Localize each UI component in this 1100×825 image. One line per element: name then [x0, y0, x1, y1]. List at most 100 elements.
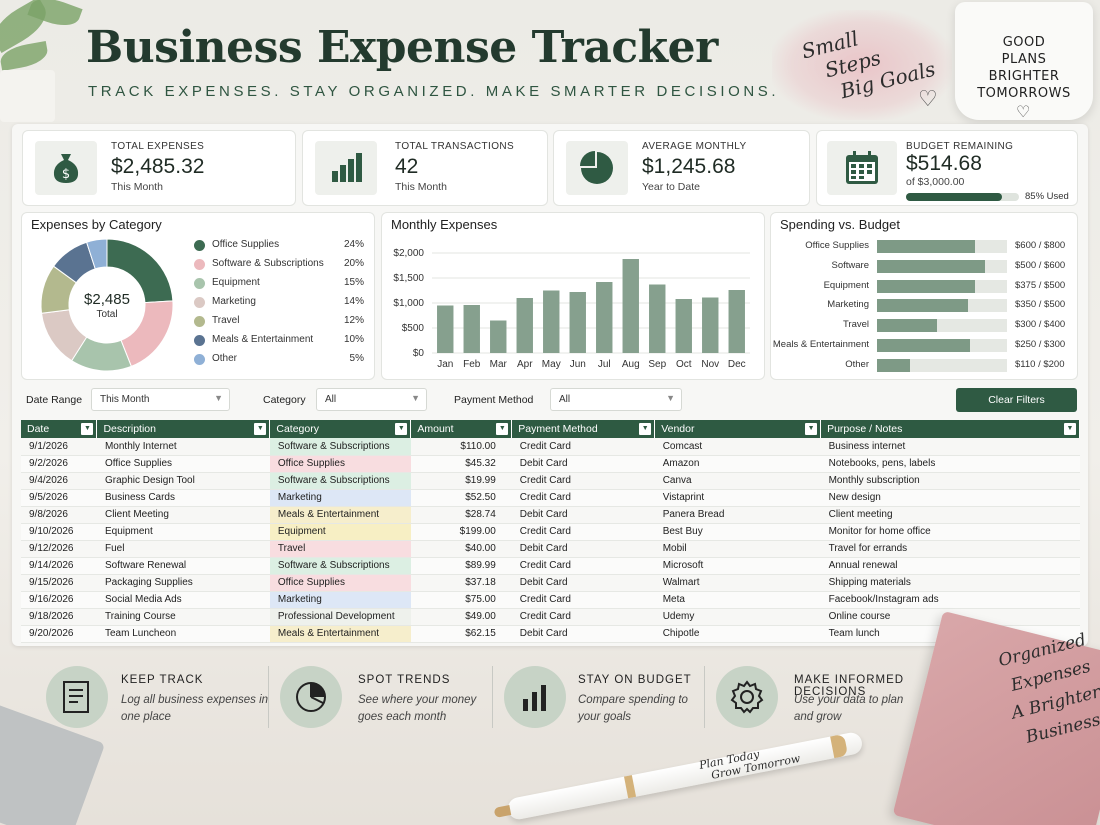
table-cell: Chipotle	[654, 625, 821, 643]
x-tick-label: Oct	[676, 359, 692, 370]
y-tick-label: $1,500	[393, 273, 424, 284]
column-header[interactable]: Purpose / Notes ▼	[820, 420, 1080, 438]
table-row[interactable]: 9/8/2026 Client Meeting Meals & Entertainm…	[21, 506, 1080, 524]
table-row[interactable]: 9/14/2026 Software Renewal Software & Subs…	[21, 557, 1080, 575]
legend-percent: 20%	[343, 258, 364, 269]
table-cell: Annual renewal	[820, 557, 1080, 575]
table-cell: $45.32	[410, 455, 512, 473]
budget-row-value: $375 / $500	[1015, 279, 1066, 291]
table-row[interactable]: 9/15/2026 Packaging Supplies Office Suppli…	[21, 574, 1080, 592]
monthly-expenses-card: Monthly Expenses $0 $500 $1,000 $1,500 $2,00…	[381, 212, 765, 380]
kpi-label: AVERAGE MONTHLY	[642, 141, 747, 152]
budget-row: Other $110 / $200	[771, 356, 1089, 376]
table-cell: 9/8/2026	[21, 506, 97, 524]
budget-row: Travel $300 / $400	[771, 316, 1089, 336]
table-cell: Meals & Entertainment	[269, 506, 411, 524]
table-cell: Debit Card	[511, 574, 655, 592]
category-filter-select[interactable]: All ▼	[316, 388, 427, 411]
budget-progress-track	[906, 193, 1019, 201]
table-cell: Marketing	[269, 591, 411, 609]
feature-divider	[268, 666, 269, 728]
filter-dropdown-icon[interactable]: ▼	[254, 423, 267, 435]
pie-chart-icon	[566, 141, 628, 195]
date-range-select[interactable]: This Month ▼	[91, 388, 230, 411]
filter-dropdown-icon[interactable]: ▼	[496, 423, 509, 435]
kpi-card-total-expenses: $ TOTAL EXPENSES $2,485.32 This Month	[22, 130, 296, 206]
table-cell: 9/10/2026	[21, 523, 97, 541]
table-cell: Debit Card	[511, 506, 655, 524]
chevron-down-icon: ▼	[214, 393, 223, 403]
column-header[interactable]: Date ▼	[21, 420, 98, 438]
expense-table: Date ▼ Description ▼ Category ▼ Amount ▼ Payment…	[21, 420, 1080, 643]
table-cell: Microsoft	[654, 557, 821, 575]
payment-method-select[interactable]: All ▼	[550, 388, 682, 411]
donut-chart	[40, 238, 174, 372]
feature-keep-track: KEEP TRACK Log all business expenses in …	[46, 648, 268, 748]
table-cell: $110.00	[410, 438, 512, 456]
table-cell: Panera Bread	[654, 506, 821, 524]
budget-row-label: Office Supplies	[805, 240, 869, 251]
filter-dropdown-icon[interactable]: ▼	[805, 423, 818, 435]
table-cell: Facebook/Instagram ads	[820, 591, 1080, 609]
table-row[interactable]: 9/5/2026 Business Cards Marketing $52.50 Cre…	[21, 489, 1080, 507]
budget-track	[877, 240, 1007, 253]
feature-informed-decisions: MAKE INFORMED DECISIONS Use your data to…	[716, 648, 976, 748]
table-row[interactable]: 9/10/2026 Equipment Equipment $199.00 Credit…	[21, 523, 1080, 541]
kpi-value: $514.68	[906, 152, 982, 175]
x-tick-label: Nov	[701, 359, 719, 370]
budget-fill	[877, 240, 975, 253]
budget-fill	[877, 319, 937, 333]
budget-row-value: $300 / $400	[1015, 319, 1066, 331]
column-header[interactable]: Vendor ▼	[654, 420, 822, 438]
filter-dropdown-icon[interactable]: ▼	[395, 423, 408, 435]
budget-row-label: Meals & Entertainment	[772, 339, 869, 350]
column-header[interactable]: Description ▼	[96, 420, 271, 438]
filter-dropdown-icon[interactable]: ▼	[81, 423, 94, 435]
kpi-card-budget-remaining: BUDGET REMAINING $514.68 of $3,000.00 85…	[816, 130, 1078, 206]
table-cell: Graphic Design Tool	[96, 472, 270, 490]
budget-row: Office Supplies $600 / $800	[771, 237, 1089, 257]
table-cell: Amazon	[654, 455, 821, 473]
table-cell: Meta	[654, 591, 821, 609]
table-row[interactable]: 9/2/2026 Office Supplies Office Supplies $4…	[21, 455, 1080, 473]
feature-desc: See where your money goes each month	[358, 694, 477, 723]
table-cell: Travel	[269, 540, 411, 558]
column-header[interactable]: Amount ▼	[410, 420, 513, 438]
bar-jan	[437, 305, 454, 353]
filter-dropdown-icon[interactable]: ▼	[1064, 423, 1076, 435]
clear-filters-button[interactable]: Clear Filters	[956, 388, 1077, 412]
table-cell: 9/2/2026	[21, 455, 97, 473]
budget-row-value: $350 / $500	[1015, 299, 1066, 311]
kpi-card-average-monthly: AVERAGE MONTHLY $1,245.68 Year to Date	[553, 130, 810, 206]
table-row[interactable]: 9/18/2026 Training Course Professional Dev…	[21, 608, 1080, 626]
heart-icon: ♡	[1016, 104, 1031, 121]
table-cell: Credit Card	[511, 557, 655, 575]
legend-percent: 14%	[343, 296, 364, 307]
table-cell: 9/15/2026	[21, 574, 97, 592]
table-cell: 9/4/2026	[21, 472, 97, 490]
column-header[interactable]: Category ▼	[269, 420, 412, 438]
table-row[interactable]: 9/20/2026 Team Luncheon Meals & Entertainm…	[21, 625, 1080, 643]
table-row[interactable]: 9/4/2026 Graphic Design Tool Software & Su…	[21, 472, 1080, 490]
table-row[interactable]: 9/1/2026 Monthly Internet Software & Subsc…	[21, 438, 1080, 456]
table-cell: $199.00	[410, 523, 512, 541]
y-tick-label: $2,000	[393, 248, 424, 259]
column-header[interactable]: Payment Method ▼	[511, 420, 656, 438]
table-cell: $62.15	[410, 625, 512, 643]
category-filter-label: Category	[263, 394, 306, 406]
legend-percent: 24%	[343, 239, 364, 250]
budget-row-value: $250 / $300	[1015, 339, 1066, 350]
table-row[interactable]: 9/12/2026 Fuel Travel $40.00 Debit Card Mobil…	[21, 540, 1080, 558]
legend-swatch	[194, 354, 205, 365]
legend-percent: 10%	[343, 334, 364, 345]
table-row[interactable]: 9/16/2026 Social Media Ads Marketing $75.00…	[21, 591, 1080, 609]
bar-nov	[702, 297, 719, 353]
bar-dec	[728, 290, 745, 353]
features-strip: KEEP TRACK Log all business expenses in …	[0, 648, 1100, 748]
y-tick-label: $1,000	[393, 298, 424, 309]
filter-dropdown-icon[interactable]: ▼	[639, 423, 652, 435]
bar-chart-icon	[504, 666, 566, 728]
table-cell: Software & Subscriptions	[269, 472, 411, 490]
table-cell: Monthly subscription	[820, 472, 1080, 490]
budget-row-label: Other	[845, 358, 869, 370]
